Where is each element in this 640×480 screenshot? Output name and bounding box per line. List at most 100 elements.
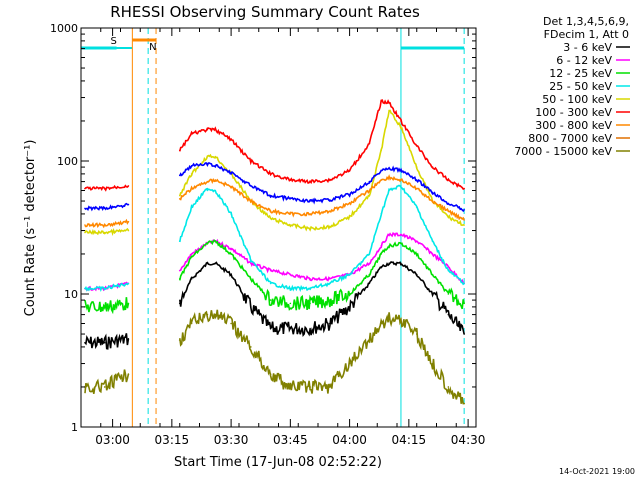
data-point-8-19 [415,333,418,335]
data-point-4-18 [400,126,402,128]
data-point-6-4 [178,197,181,200]
data-point-0-8 [230,273,232,276]
data-point-6-17 [388,176,390,179]
data-point-8-12 [309,386,311,388]
data-point-3-16 [380,213,383,215]
data-point-3-8 [230,213,232,215]
data-point-9-13 [329,199,331,201]
data-point-4-21 [447,216,450,218]
data-point-0-22 [463,333,465,335]
data-point-0-19 [415,273,418,276]
data-point-3-20 [431,240,434,242]
data-point-4-2 [127,229,130,232]
data-point-8-17 [388,318,390,320]
data-point-1-9 [250,262,252,265]
data-point-5-10 [269,173,272,175]
data-point-3-9 [250,259,252,261]
data-point-5-2 [127,185,130,187]
data-point-3-19 [415,206,418,208]
data-point-2-10 [269,299,272,301]
data-point-2-21 [447,293,450,295]
data-point-1-19 [415,240,418,242]
data-point-4-11 [289,224,292,226]
legend-label-6: 300 - 800 keV [535,119,612,132]
data-point-6-9 [250,200,252,202]
data-point-9-22 [463,208,465,211]
data-point-2-1 [103,306,106,308]
data-point-2-20 [431,273,434,276]
data-point-8-21 [447,386,450,388]
data-point-5-0 [84,187,86,190]
data-point-4-13 [329,226,331,228]
series-line-5 [84,184,129,192]
legend-label-7: 800 - 7000 keV [528,132,612,145]
data-point-9-14 [348,193,351,196]
data-point-3-21 [447,269,450,272]
data-point-9-0 [84,207,86,210]
chart-title: RHESSI Observing Summary Count Rates [110,3,420,21]
data-point-0-0 [84,341,86,344]
y-tick-label-2: 100 [57,155,78,168]
data-point-0-1 [103,341,106,344]
data-point-6-14 [348,202,351,205]
data-point-9-17 [388,167,390,170]
data-point-5-13 [329,179,331,181]
data-point-9-15 [368,180,371,183]
data-point-6-7 [214,179,217,181]
data-point-5-18 [400,120,402,122]
legend-label-3: 25 - 50 keV [549,80,612,93]
data-point-3-4 [178,240,181,242]
data-point-9-6 [206,163,209,165]
data-point-4-22 [463,224,465,226]
data-point-8-13 [329,386,331,388]
data-point-9-20 [431,191,434,194]
data-point-2-11 [289,302,292,305]
data-point-0-4 [178,302,181,305]
data-point-9-10 [269,194,272,197]
data-point-6-10 [269,210,272,212]
footer-timestamp: 14-Oct-2021 19:00 [559,467,635,476]
data-point-6-12 [309,213,311,215]
data-point-5-16 [380,100,383,103]
data-point-5-1 [103,187,106,190]
data-point-8-22 [463,402,465,405]
data-point-8-16 [380,322,383,325]
data-point-1-13 [329,278,331,280]
series-line-6 [84,218,130,229]
data-point-3-5 [190,206,193,208]
data-point-5-17 [388,101,390,104]
data-point-2-12 [309,302,311,305]
data-point-5-9 [250,160,252,162]
data-point-6-2 [127,220,130,223]
data-point-4-15 [368,194,371,197]
data-point-4-10 [269,217,272,220]
data-point-1-4 [178,269,181,272]
data-point-0-21 [447,313,450,316]
data-point-8-7 [214,313,217,316]
x-tick-label-3: 03:45 [273,433,308,447]
data-point-6-6 [206,180,209,183]
x-tick-label-4: 04:00 [332,433,367,447]
data-point-3-14 [348,273,351,276]
series-line-2 [179,239,465,311]
y-axis: 1 10 100 1000 [50,22,476,434]
data-point-1-21 [447,266,450,268]
data-point-4-14 [348,216,351,218]
data-point-9-21 [447,202,450,205]
data-point-1-18 [400,233,402,236]
data-point-2-15 [368,273,371,276]
data-point-0-18 [400,262,402,265]
data-point-2-8 [230,253,232,255]
data-point-4-5 [190,173,193,175]
data-point-1-10 [269,269,272,272]
data-point-8-11 [289,386,292,388]
data-point-4-6 [206,155,209,158]
data-point-4-17 [388,109,390,112]
data-point-1-16 [380,245,383,247]
data-point-6-19 [415,187,418,190]
legend: Det 1,3,4,5,6,9, FDecim 1, Att 0 3 - 6 k… [514,15,630,158]
data-point-4-12 [309,227,311,230]
data-point-0-6 [206,262,209,265]
data-point-6-22 [463,219,465,221]
data-point-9-12 [309,200,311,202]
